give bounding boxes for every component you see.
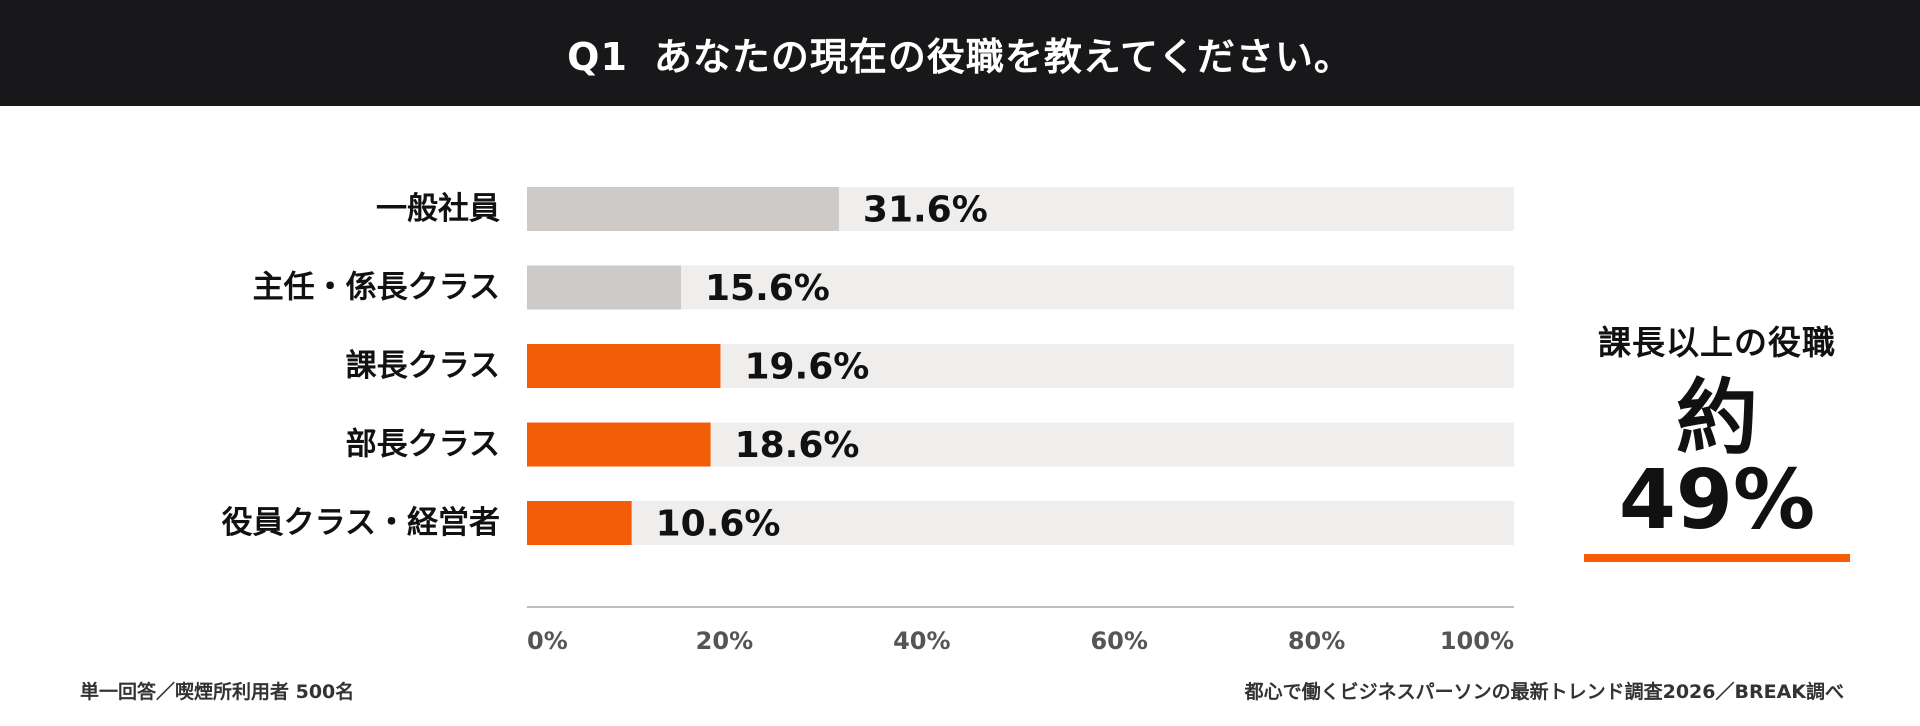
sample-note: 単一回答／喫煙所利用者 500名 [80,681,355,703]
data-label: 31.6% [863,190,988,231]
x-tick-label: 60% [1090,627,1147,655]
summary-callout: 課長以上の役職 約49% [1584,316,1850,562]
category-label: 一般社員 [376,191,500,227]
data-label: 19.6% [744,347,869,388]
bar-track [527,265,1514,310]
question-text: あなたの現在の役職を教えてください。 [653,34,1353,79]
x-tick-label: 80% [1288,627,1345,655]
x-tick-label: 20% [696,627,753,655]
callout-label: 課長以上の役職 [1598,323,1836,362]
header-banner: Q1 あなたの現在の役職を教えてください。 [0,0,1920,106]
category-label: 主任・係長クラス [253,270,500,306]
bar-track [527,501,1514,545]
question-number: Q1 [567,34,628,79]
bar [527,501,632,545]
bar [527,187,839,231]
category-label: 課長クラス [346,348,500,384]
data-label: 18.6% [735,425,860,466]
data-label: 10.6% [656,504,781,545]
data-label: 15.6% [705,268,830,309]
source-note: 都心で働くビジネスパーソンの最新トレンド調査2026／BREAK調べ [1244,681,1844,703]
chart-title: Q1 あなたの現在の役職を教えてください。 [567,26,1353,81]
x-tick-label: 0% [527,627,568,655]
callout-value: 約49% [1618,371,1816,548]
x-tick-label: 40% [893,627,950,655]
bar [527,265,681,310]
bar [527,422,711,467]
x-tick-label: 100% [1440,627,1514,655]
callout-underline [1584,554,1850,562]
category-label: 部長クラス [346,427,500,463]
category-label: 役員クラス・経営者 [222,505,500,541]
bar [527,344,721,388]
